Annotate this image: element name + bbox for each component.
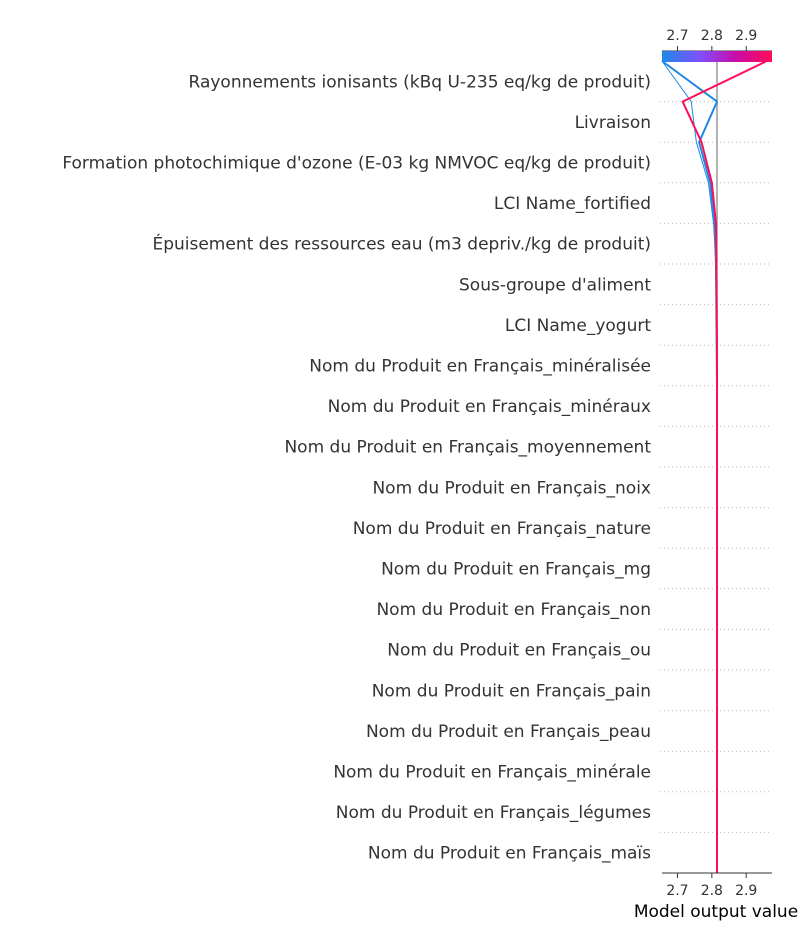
feature-label: Nom du Produit en Français_moyennement [284, 438, 651, 458]
bottom-tick-label: 2.8 [701, 883, 723, 899]
feature-label: Livraison [575, 113, 651, 133]
feature-label: Nom du Produit en Français_non [376, 600, 651, 620]
feature-label: Nom du Produit en Français_minéralisée [309, 357, 651, 377]
top-tick-label: 2.9 [735, 28, 757, 44]
feature-label: Nom du Produit en Français_mg [381, 560, 651, 580]
bottom-tick-label: 2.9 [735, 883, 757, 899]
feature-label: Sous-groupe d'aliment [459, 275, 651, 295]
bottom-axis: 2.7 2.8 2.9 [662, 872, 772, 899]
feature-label: Rayonnements ionisants (kBq U-235 eq/kg … [189, 72, 651, 92]
bottom-tick-label: 2.7 [666, 883, 688, 899]
feature-label: Nom du Produit en Français_minéraux [328, 397, 651, 417]
feature-label: Épuisement des ressources eau (m3 depriv… [152, 233, 651, 255]
feature-label: Formation photochimique d'ozone (E-03 kg… [62, 154, 651, 174]
x-axis-label: Model output value [634, 902, 798, 922]
top-tick-label: 2.7 [666, 28, 688, 44]
decision-path [681, 60, 768, 873]
top-axis: 2.7 2.8 2.9 [662, 28, 772, 52]
top-tick-label: 2.8 [701, 28, 723, 44]
feature-label: Nom du Produit en Français_noix [372, 478, 651, 498]
feature-label: Nom du Produit en Français_peau [366, 722, 651, 742]
feature-label: Nom du Produit en Français_légumes [336, 803, 651, 823]
feature-label: Nom du Produit en Français_minérale [333, 763, 651, 783]
colorbar [662, 51, 772, 62]
feature-label: Nom du Produit en Français_maïs [368, 844, 651, 864]
feature-labels: Rayonnements ionisants (kBq U-235 eq/kg … [62, 72, 651, 863]
decision-paths [661, 60, 768, 873]
feature-label: LCI Name_yogurt [505, 316, 651, 336]
feature-label: LCI Name_fortified [494, 194, 651, 214]
feature-label: Nom du Produit en Français_pain [372, 681, 651, 701]
feature-label: Nom du Produit en Français_nature [353, 519, 651, 539]
feature-label: Nom du Produit en Français_ou [387, 641, 651, 661]
